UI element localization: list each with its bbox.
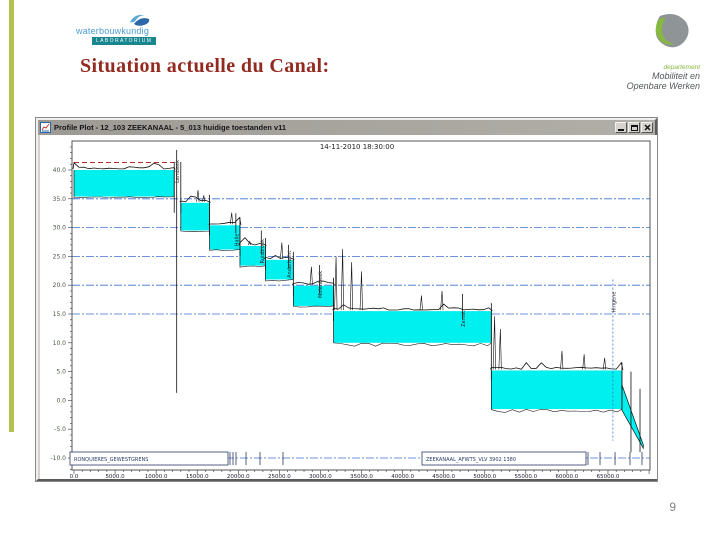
svg-text:Anderlecht: Anderlecht xyxy=(287,251,293,278)
svg-text:30000.0: 30000.0 xyxy=(309,474,332,479)
svg-text:Hingene: Hingene xyxy=(611,292,617,313)
svg-text:25000.0: 25000.0 xyxy=(268,474,291,479)
mow-icon xyxy=(655,14,689,48)
svg-text:60000.0: 60000.0 xyxy=(556,474,579,479)
legend-left-box xyxy=(69,451,229,466)
slide-accent-bar xyxy=(9,0,14,432)
svg-text:10.0: 10.0 xyxy=(53,340,67,347)
mow-departement-label: departement xyxy=(663,64,701,71)
mow-openbare-werken-label: Openbare Werken xyxy=(626,81,700,91)
svg-text:-10.0: -10.0 xyxy=(50,455,66,462)
maximize-icon xyxy=(630,124,638,131)
close-button[interactable] xyxy=(641,122,653,133)
window-controls xyxy=(615,122,653,133)
svg-text:20000.0: 20000.0 xyxy=(227,474,250,479)
minimize-button[interactable] xyxy=(615,122,627,133)
annotations: 14-11-2010 18:30:00 xyxy=(320,143,394,151)
svg-text:40000.0: 40000.0 xyxy=(391,474,414,479)
svg-text:5.0: 5.0 xyxy=(56,369,66,376)
svg-text:-5.0: -5.0 xyxy=(54,426,66,433)
svg-text:Lembeek: Lembeek xyxy=(175,160,181,183)
close-icon xyxy=(644,124,650,131)
svg-text:Ruisbroek: Ruisbroek xyxy=(260,239,266,264)
page-title: Situation actuelle du Canal: xyxy=(80,55,330,77)
svg-text:10000.0: 10000.0 xyxy=(145,474,168,479)
page-number: 9 xyxy=(669,500,676,514)
gridlines xyxy=(72,162,650,459)
svg-text:ZEEKANAAL_AFWTS_VLV 3902 1380: ZEEKANAAL_AFWTS_VLV 3902 1380 xyxy=(426,457,516,463)
svg-text:25.0: 25.0 xyxy=(53,253,67,260)
waterbouwkundig-logo: waterbouwkundig LABORATORIUM xyxy=(76,12,176,52)
laboratorium-label: LABORATORIUM xyxy=(92,37,157,45)
axes: 40.0 35.0 30.0 25.0 20.0 15.0 10.0 5.0 0.0 -5.0 -1… xyxy=(50,140,651,480)
water-pools xyxy=(74,170,644,450)
lock-gates xyxy=(173,149,641,453)
legend-right-box xyxy=(421,451,587,466)
svg-text:Halle: Halle xyxy=(234,234,240,247)
svg-text:20.0: 20.0 xyxy=(53,282,67,289)
window-content: 40.0 35.0 30.0 25.0 20.0 15.0 10.0 5.0 0.0 -5.0 -1… xyxy=(40,135,657,480)
waterbouwkundig-swirl-icon xyxy=(130,14,150,26)
maximize-button[interactable] xyxy=(628,122,640,133)
mow-logo: departement Mobiliteit en Openbare Werke… xyxy=(580,12,700,91)
svg-text:Zemst: Zemst xyxy=(461,311,467,327)
svg-text:35.0: 35.0 xyxy=(53,196,67,203)
waterbouwkundig-logo-text: waterbouwkundig xyxy=(76,26,150,36)
svg-text:35000.0: 35000.0 xyxy=(350,474,373,479)
svg-text:5000.0: 5000.0 xyxy=(105,474,125,479)
svg-text:15000.0: 15000.0 xyxy=(186,474,209,479)
svg-text:0.0: 0.0 xyxy=(70,474,79,479)
svg-text:Molenbeek: Molenbeek xyxy=(318,271,324,298)
terrain-line xyxy=(72,162,624,413)
svg-text:30.0: 30.0 xyxy=(53,225,67,232)
svg-text:50000.0: 50000.0 xyxy=(473,474,496,479)
window-icon[interactable] xyxy=(40,122,51,133)
window-title: Profile Plot - 12_103 ZEEKANAAL - 5_013 … xyxy=(54,123,287,132)
svg-text:0.0: 0.0 xyxy=(56,397,66,404)
svg-text:65000.0: 65000.0 xyxy=(597,474,620,479)
mow-mobiliteit-label: Mobiliteit en xyxy=(651,71,700,81)
minimize-icon xyxy=(618,129,624,131)
legend-row: RONQUIERES_GEWESTGRENS ZEEKANAAL_AFWTS_VL… xyxy=(69,451,643,466)
svg-text:55000.0: 55000.0 xyxy=(514,474,537,479)
window-titlebar[interactable]: Profile Plot - 12_103 ZEEKANAAL - 5_013 … xyxy=(38,120,655,135)
timestamp-label: 14-11-2010 18:30:00 xyxy=(320,143,394,151)
profile-plot: 40.0 35.0 30.0 25.0 20.0 15.0 10.0 5.0 0.0 -5.0 -1… xyxy=(50,140,651,480)
svg-text:15.0: 15.0 xyxy=(53,311,67,318)
svg-text:40.0: 40.0 xyxy=(53,167,67,174)
svg-text:RONQUIERES_GEWESTGRENS: RONQUIERES_GEWESTGRENS xyxy=(74,457,148,463)
lock-labels: Lembeek Halle Ruisbroek Anderlecht Molenbeek… xyxy=(175,160,617,327)
app-window: Profile Plot - 12_103 ZEEKANAAL - 5_013 … xyxy=(36,118,657,481)
svg-text:45000.0: 45000.0 xyxy=(432,474,455,479)
